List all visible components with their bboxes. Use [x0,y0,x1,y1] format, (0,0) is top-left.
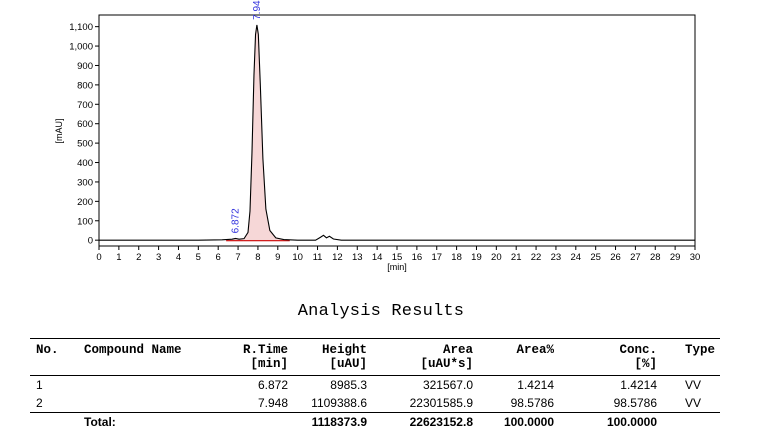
x-tick-label: 29 [670,252,681,263]
y-tick-label: 300 [77,177,93,188]
col-header-type: Type [685,343,716,357]
peak-area-fill [243,25,290,241]
x-tick-label: 20 [491,252,502,263]
col-header-height-unit: [uAU] [329,357,367,371]
peak-label: 6.872 [231,208,242,233]
x-tick-label: 6 [216,252,221,263]
x-tick-label: 30 [690,252,701,263]
peak-labels: 6.872 7.948 [231,0,263,233]
table-row-2-type: VV [685,396,702,410]
col-header-rtime-unit: [min] [250,357,288,371]
y-tick-label: 0 [88,236,93,247]
total-conc: 100.0000 [606,415,657,429]
col-header-area-unit: [uAU*s] [420,357,473,371]
x-tick-label: 7 [235,252,240,263]
y-tick-label: 500 [77,139,93,150]
table-row-2-height: 1109388.6 [311,396,367,410]
peak-label: 7.948 [252,0,263,20]
table-row-1-area: 321567.0 [422,378,473,392]
table-row-1-conc: 1.4214 [620,378,657,392]
total-area-pct: 100.0000 [503,415,554,429]
x-tick-label: 11 [313,252,323,263]
x-tick-label: 22 [531,252,542,263]
x-tick-label: 27 [630,252,641,263]
col-header-rtime: R.Time [242,343,288,357]
table-row-2-rtime: 7.948 [257,396,288,410]
x-axis-label: [min] [387,262,407,272]
x-tick-label: 1 [116,252,121,263]
table-row-1-type: VV [685,378,702,392]
table-total-rule [30,412,720,413]
x-tick-label: 23 [551,252,562,263]
x-tick-label: 12 [332,252,343,263]
col-header-area: Area [442,343,473,357]
table-row-1-rtime: 6.872 [257,378,288,392]
x-tick-label: 28 [650,252,661,263]
table-top-rule [30,338,720,339]
x-tick-label: 3 [156,252,161,263]
col-header-no: No. [36,343,59,357]
y-tick-label: 400 [77,158,93,169]
x-tick-label: 18 [451,252,462,263]
y-tick-label: 600 [77,119,93,130]
x-tick-label: 4 [176,252,181,263]
x-tick-label: 15 [392,252,403,263]
table-row-1-area-pct: 1.4214 [517,378,554,392]
col-header-conc: Conc. [619,343,657,357]
y-tick-label: 700 [77,100,93,111]
x-tick-label: 8 [255,252,260,263]
x-tick-label: 13 [352,252,363,263]
x-tick-label: 17 [431,252,442,263]
chromatogram-trace [99,24,695,241]
results-table: No. Compound Name R.Time [min] Height [u… [30,338,720,438]
total-height: 1118373.9 [311,415,367,429]
table-row-1-height: 8985.3 [330,378,367,392]
x-tick-label: 24 [571,252,582,263]
col-header-area-pct: Area% [516,343,554,357]
table-row-2-area: 22301585.9 [409,396,473,410]
total-area: 22623152.8 [409,415,473,429]
x-tick-label: 2 [136,252,141,263]
table-row-2-area-pct: 98.5786 [510,396,554,410]
col-header-compound: Compound Name [84,343,182,357]
col-header-height: Height [321,343,367,357]
x-tick-label: 14 [372,252,383,263]
x-tick-label: 0 [96,252,101,263]
y-axis-label: [mAU] [54,118,64,143]
plot-frame [98,14,696,247]
results-title: Analysis Results [297,302,465,321]
y-tick-label: 800 [77,80,93,91]
y-tick-label: 1,100 [69,22,93,33]
table-header-rule [30,375,720,376]
table-row-2-conc: 98.5786 [613,396,657,410]
col-header-conc-unit: [%] [634,357,657,371]
y-tick-label: 200 [77,197,93,208]
table-row-2-no: 2 [36,396,43,410]
x-tick-label: 25 [590,252,601,263]
x-tick-label: 19 [471,252,482,263]
y-tick-label: 900 [77,61,93,72]
axis-ticks: 0 1 2 3 4 5 6 7 8 9 10 11 12 13 14 15 16 17 18 19 20 21 22 23 24… [69,22,700,263]
x-tick-label: 9 [275,252,280,263]
total-label: Total: [84,415,116,429]
x-tick-label: 21 [511,252,522,263]
x-tick-label: 10 [292,252,303,263]
y-tick-label: 100 [77,216,93,227]
table-row-1-no: 1 [36,378,43,392]
x-tick-label: 16 [412,252,423,263]
y-tick-label: 1,000 [69,42,93,53]
chromatogram-chart: 0 1 2 3 4 5 6 7 8 9 10 11 12 13 14 15 16 17 18 19 20 21 22 23 24… [54,0,700,272]
x-tick-label: 5 [196,252,201,263]
x-tick-label: 26 [610,252,621,263]
